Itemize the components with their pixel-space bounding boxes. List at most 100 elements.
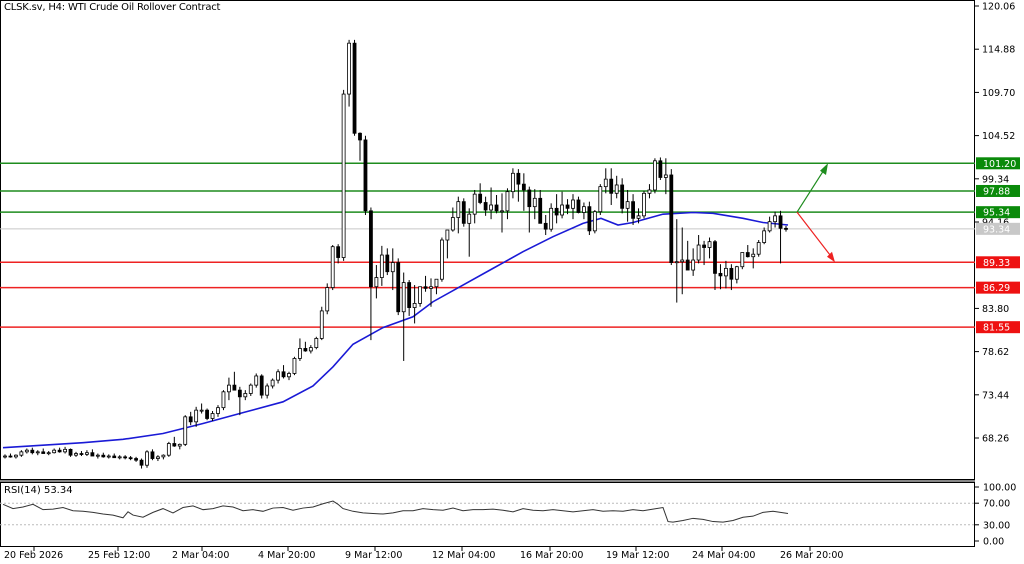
bear-candle: [407, 282, 412, 308]
bear-candle: [784, 227, 788, 230]
rsi-tick-label: 70.00: [983, 499, 1010, 510]
bull-candle: [647, 189, 652, 194]
price-tick-label: 68.26: [982, 434, 1009, 445]
bear-candle: [527, 189, 532, 208]
price-tick-label: 104.52: [982, 131, 1015, 142]
bear-candle: [478, 193, 483, 203]
bull-candle: [319, 310, 324, 339]
bull-candle: [194, 409, 199, 423]
bear-candle: [369, 210, 373, 288]
bull-candle: [227, 384, 231, 393]
horizontal-levels[interactable]: [0, 162, 975, 328]
price-badge: [976, 206, 1020, 219]
bull-candle: [379, 254, 384, 278]
bull-candle: [287, 373, 291, 378]
price-badge: [976, 157, 1020, 170]
bear-candle: [516, 172, 521, 185]
bull-candle: [74, 453, 78, 456]
bull-candle: [500, 210, 504, 213]
bull-candle: [308, 347, 313, 352]
bull-candle: [325, 287, 330, 312]
bull-candle: [429, 286, 433, 289]
bear-candle: [576, 199, 581, 213]
price-badge-label: 97.88: [983, 186, 1010, 197]
bull-candle: [440, 239, 444, 280]
bull-candle: [216, 407, 220, 414]
bull-candle: [773, 215, 777, 223]
bear-candle: [587, 206, 592, 232]
bull-candle: [390, 262, 395, 273]
time-axis[interactable]: 20 Feb 2026 25 Feb 12:00 2 Mar 04:00 4 Mar …: [4, 547, 843, 561]
bull-candle: [52, 449, 57, 454]
bull-candle: [489, 204, 493, 211]
time-tick-label: 4 Mar 20:00: [258, 550, 315, 561]
bull-candle: [691, 259, 696, 271]
bull-candle: [674, 261, 679, 264]
price-badge-label: 86.29: [983, 283, 1010, 294]
bear-candle: [281, 371, 286, 378]
rsi-polyline: [2, 500, 789, 523]
bull-candle: [243, 393, 248, 398]
price-tick-label: 73.44: [982, 390, 1009, 401]
bear-candle: [609, 178, 614, 194]
bear-candle: [778, 215, 783, 229]
bull-candle: [254, 375, 259, 386]
price-axis[interactable]: 120.06114.88109.70104.5299.3494.1683.807…: [975, 2, 1020, 445]
bull-candle: [532, 197, 537, 208]
time-tick-label: 25 Feb 12:00: [88, 550, 150, 561]
time-tick-label: 9 Mar 12:00: [345, 550, 402, 561]
price-badge-label: 93.34: [983, 224, 1010, 235]
bull-candle: [582, 206, 586, 213]
bull-candle: [210, 413, 215, 419]
bull-candle: [145, 451, 149, 466]
bull-candle: [625, 201, 630, 209]
bear-candle: [669, 174, 674, 263]
bull-candle: [3, 455, 7, 458]
bull-candle: [571, 199, 575, 209]
bear-candle: [729, 267, 734, 280]
bull-candle: [183, 416, 188, 445]
bear-candle: [718, 272, 723, 277]
time-tick-label: 24 Mar 04:00: [692, 550, 755, 561]
bull-candle: [450, 217, 455, 231]
time-tick-label: 20 Feb 2026: [4, 550, 63, 561]
bull-candle: [707, 241, 712, 248]
rsi-tick-label: 100.00: [983, 483, 1016, 494]
down-arrowhead-icon: [827, 251, 835, 263]
up-arrow-icon: [796, 167, 826, 213]
price-tick-label: 83.80: [982, 304, 1009, 315]
time-tick-label: 2 Mar 04:00: [172, 550, 229, 561]
price-badge: [976, 321, 1020, 334]
bear-candle: [521, 183, 526, 191]
bear-candle: [494, 204, 499, 212]
bull-candle: [762, 230, 767, 243]
bear-candle: [172, 443, 177, 447]
bull-candle: [35, 451, 40, 454]
bull-candle: [401, 282, 406, 313]
bear-candle: [68, 448, 73, 456]
rsi-label: RSI(14) 53.34: [4, 485, 73, 496]
rsi-tick-label: 0.00: [983, 537, 1004, 548]
bull-candle: [341, 93, 346, 258]
bull-candle: [199, 409, 204, 412]
bear-candle: [336, 246, 341, 258]
bull-candle: [614, 184, 619, 194]
bear-candle: [620, 184, 625, 209]
bull-candle: [161, 454, 166, 458]
bear-candle: [90, 452, 95, 457]
bear-candle: [423, 286, 428, 289]
bear-candle: [139, 459, 144, 466]
bear-candle: [358, 132, 362, 141]
bull-candle: [166, 443, 171, 456]
price-tick-label: 78.62: [982, 347, 1009, 358]
bull-candle: [696, 244, 701, 261]
rsi-panel-frame: [0, 482, 975, 547]
bear-candle: [363, 139, 368, 212]
bull-candle: [314, 338, 319, 349]
bear-candle: [57, 449, 62, 453]
price-badge-label: 95.34: [983, 208, 1010, 219]
bull-candle: [734, 266, 739, 280]
bull-candle: [265, 385, 270, 396]
bull-candle: [549, 207, 554, 230]
